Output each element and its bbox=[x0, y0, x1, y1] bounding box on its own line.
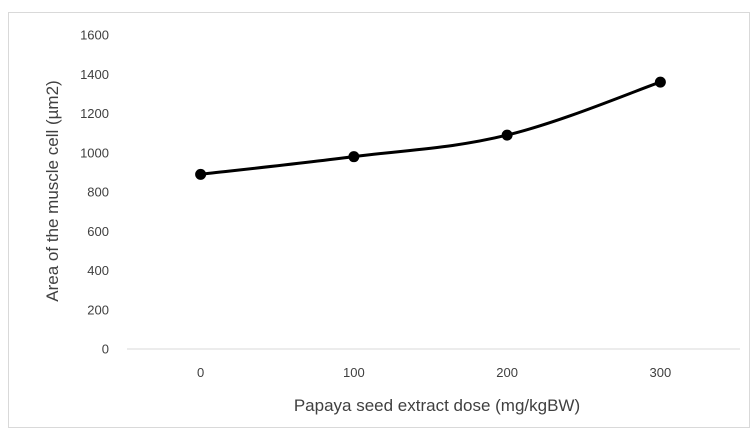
x-tick-label: 0 bbox=[197, 365, 204, 380]
series-line bbox=[201, 82, 661, 174]
y-tick-label: 800 bbox=[87, 185, 109, 200]
y-tick-label: 200 bbox=[87, 302, 109, 317]
x-tick-label: 100 bbox=[343, 365, 365, 380]
data-point bbox=[348, 151, 359, 162]
data-points bbox=[195, 77, 666, 180]
y-tick-label: 600 bbox=[87, 224, 109, 239]
x-tick-label: 200 bbox=[496, 365, 518, 380]
x-axis-title: Papaya seed extract dose (mg/kgBW) bbox=[294, 396, 580, 415]
data-point bbox=[195, 169, 206, 180]
y-tick-label: 1200 bbox=[80, 106, 109, 121]
y-tick-label: 0 bbox=[102, 342, 109, 357]
data-point bbox=[502, 130, 513, 141]
x-axis-ticks: 0 100 200 300 bbox=[197, 365, 671, 380]
y-tick-label: 400 bbox=[87, 263, 109, 278]
data-point bbox=[655, 77, 666, 88]
y-axis-ticks: 0 200 400 600 800 1000 1200 1400 1600 bbox=[80, 28, 109, 357]
y-tick-label: 1600 bbox=[80, 28, 109, 43]
y-axis-title: Area of the muscle cell (µm2) bbox=[43, 80, 62, 301]
y-tick-label: 1000 bbox=[80, 145, 109, 160]
y-tick-label: 1400 bbox=[80, 67, 109, 82]
x-tick-label: 300 bbox=[650, 365, 672, 380]
